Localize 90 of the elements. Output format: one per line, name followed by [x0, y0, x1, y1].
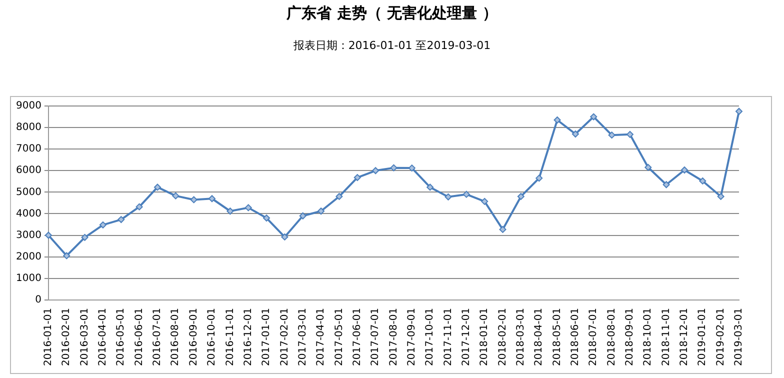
point — [81, 234, 88, 241]
x-tick-label: 2018-02-01 — [497, 308, 508, 366]
x-tick-label: 2017-04-01 — [316, 308, 327, 366]
x-tick-label: 2016-01-01 — [43, 308, 54, 366]
x-tick-label: 2018-05-01 — [552, 308, 563, 366]
x-tick-label: 2019-01-01 — [697, 308, 708, 366]
x-tick-label: 2017-06-01 — [352, 308, 363, 366]
x-tick-label: 2018-12-01 — [679, 308, 690, 366]
y-tick-label: 7000 — [16, 144, 42, 155]
x-tick-label: 2017-05-01 — [334, 308, 345, 366]
x-tick-label: 2017-10-01 — [424, 308, 436, 366]
point — [536, 174, 543, 182]
x-tick-label: 2017-07-01 — [370, 308, 382, 366]
point — [263, 214, 270, 222]
point — [281, 233, 288, 240]
point — [190, 196, 198, 204]
point — [299, 212, 306, 220]
chart-subtitle: 报表日期：2016-01-01 至2019-03-01 — [292, 38, 492, 53]
point — [372, 167, 380, 174]
x-tick-label: 2018-03-01 — [516, 308, 527, 366]
x-tick-label: 2016-10-01 — [206, 308, 218, 366]
point — [517, 192, 524, 200]
point — [717, 192, 724, 200]
x-tick-label: 2017-01-01 — [261, 308, 272, 366]
point — [44, 232, 52, 239]
x-tick-label: 2016-06-01 — [134, 308, 145, 366]
x-tick-label: 2019-02-01 — [715, 308, 726, 366]
point — [644, 164, 652, 171]
point — [462, 190, 470, 198]
point — [318, 208, 325, 215]
point — [736, 108, 742, 115]
point — [136, 203, 143, 210]
point — [481, 198, 488, 205]
y-tick-label: 4000 — [16, 208, 42, 220]
x-tick-label: 2016-08-01 — [170, 308, 182, 366]
point — [390, 164, 398, 172]
y-tick-label: 6000 — [16, 165, 42, 176]
point — [354, 174, 361, 182]
point — [699, 177, 706, 184]
point — [336, 192, 343, 200]
x-tick-label: 2016-11-01 — [224, 308, 236, 366]
point — [662, 181, 670, 188]
point — [572, 130, 579, 138]
y-tick-label: 2000 — [16, 251, 42, 262]
point — [208, 195, 216, 202]
x-tick-label: 2019-03-01 — [734, 308, 745, 366]
point — [590, 113, 598, 120]
x-tick-label: 2018-01-01 — [479, 308, 490, 366]
point — [626, 130, 634, 138]
point — [154, 184, 161, 191]
x-tick-label: 2017-11-01 — [442, 308, 454, 366]
x-tick-label: 2018-04-01 — [534, 308, 545, 366]
x-tick-label: 2018-06-01 — [570, 308, 582, 366]
point — [99, 221, 106, 228]
point — [444, 193, 452, 200]
y-tick-label: 3000 — [16, 230, 42, 241]
x-tick-label: 2018-10-01 — [642, 308, 654, 366]
point — [680, 166, 688, 174]
x-tick-label: 2017-09-01 — [406, 308, 418, 366]
point — [408, 164, 416, 172]
x-tick-label: 2016-02-01 — [61, 308, 72, 366]
point — [118, 216, 125, 224]
x-tick-label: 2018-07-01 — [588, 308, 600, 366]
y-tick-label: 1000 — [16, 272, 42, 284]
x-tick-label: 2018-08-01 — [606, 308, 618, 366]
x-tick-label: 2017-12-01 — [461, 308, 472, 366]
x-tick-label: 2017-08-01 — [388, 308, 400, 366]
y-tick-label: 9000 — [16, 100, 42, 112]
y-tick-label: 0 — [35, 294, 42, 306]
x-tick-label: 2016-07-01 — [152, 308, 164, 366]
point — [244, 204, 252, 212]
point — [226, 208, 234, 215]
point — [63, 252, 70, 260]
point — [426, 184, 434, 191]
x-tick-label: 2018-11-01 — [660, 308, 672, 366]
x-tick-label: 2016-09-01 — [188, 308, 200, 366]
x-tick-label: 2017-03-01 — [297, 308, 308, 366]
x-tick-label: 2016-04-01 — [98, 308, 109, 366]
chart-title: 广东省 走势（ 无害化处理量 ） — [285, 4, 498, 23]
y-tick-label: 5000 — [16, 186, 42, 198]
point — [608, 132, 616, 139]
x-tick-label: 2018-09-01 — [624, 308, 636, 366]
x-tick-label: 2017-02-01 — [279, 308, 290, 366]
x-tick-label: 2016-12-01 — [242, 308, 254, 366]
point — [499, 226, 506, 233]
x-tick-label: 2016-03-01 — [79, 308, 90, 366]
y-tick-label: 8000 — [16, 122, 42, 134]
x-tick-label: 2016-05-01 — [116, 308, 127, 366]
point — [172, 192, 180, 200]
point — [554, 116, 561, 124]
